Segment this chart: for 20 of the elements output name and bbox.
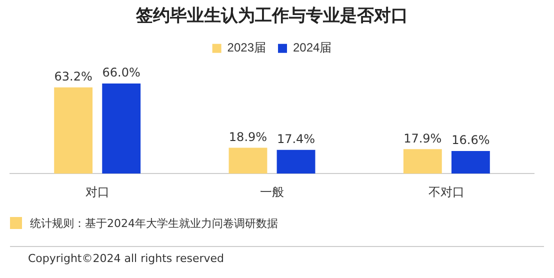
text: Copyright©2024 all rights reserved: [10, 246, 544, 265]
bar: [54, 87, 93, 174]
bar: [276, 150, 316, 174]
x-tick-label: 一般: [260, 185, 284, 200]
data-label: 66.0%: [102, 66, 140, 80]
x-tick-label: 对口: [85, 185, 110, 200]
data-label: 18.9%: [228, 130, 268, 144]
legend-label: 2024届: [293, 40, 332, 55]
bar: [228, 148, 268, 174]
data-label: 17.4%: [276, 132, 316, 146]
bar: [451, 150, 490, 174]
data-label: 63.2%: [54, 69, 92, 84]
text: 统计规则：基于2024年大学生就业力问卷调研数据: [30, 216, 278, 230]
chart-title: 签约毕业生认为工作与专业是否对口: [135, 6, 408, 25]
data-label: 16.6%: [452, 133, 490, 148]
legend-label: 2023届: [227, 40, 266, 55]
x-tick-label: 不对口: [428, 185, 465, 200]
bar: [403, 149, 442, 174]
data-label: 17.9%: [404, 131, 442, 146]
bar: [102, 84, 141, 174]
